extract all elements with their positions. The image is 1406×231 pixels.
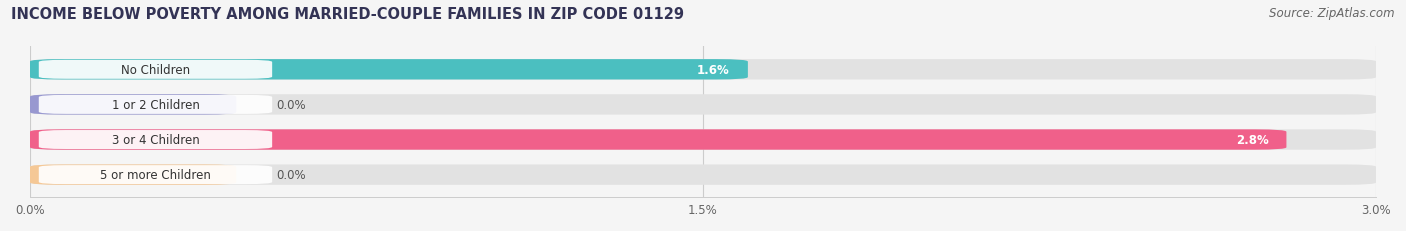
FancyBboxPatch shape [30,165,1376,185]
Text: 1.6%: 1.6% [697,64,730,76]
Text: 5 or more Children: 5 or more Children [100,168,211,181]
FancyBboxPatch shape [30,165,236,185]
FancyBboxPatch shape [30,60,1376,80]
FancyBboxPatch shape [39,95,273,114]
FancyBboxPatch shape [30,130,1286,150]
FancyBboxPatch shape [39,165,273,184]
Text: Source: ZipAtlas.com: Source: ZipAtlas.com [1270,7,1395,20]
FancyBboxPatch shape [39,131,273,149]
Text: 3 or 4 Children: 3 or 4 Children [111,134,200,146]
Text: INCOME BELOW POVERTY AMONG MARRIED-COUPLE FAMILIES IN ZIP CODE 01129: INCOME BELOW POVERTY AMONG MARRIED-COUPL… [11,7,685,22]
FancyBboxPatch shape [30,95,1376,115]
FancyBboxPatch shape [30,95,236,115]
Text: 0.0%: 0.0% [277,98,307,111]
Text: No Children: No Children [121,64,190,76]
FancyBboxPatch shape [30,130,1376,150]
FancyBboxPatch shape [30,60,748,80]
Text: 2.8%: 2.8% [1236,134,1268,146]
Text: 1 or 2 Children: 1 or 2 Children [111,98,200,111]
FancyBboxPatch shape [39,61,273,79]
Text: 0.0%: 0.0% [277,168,307,181]
